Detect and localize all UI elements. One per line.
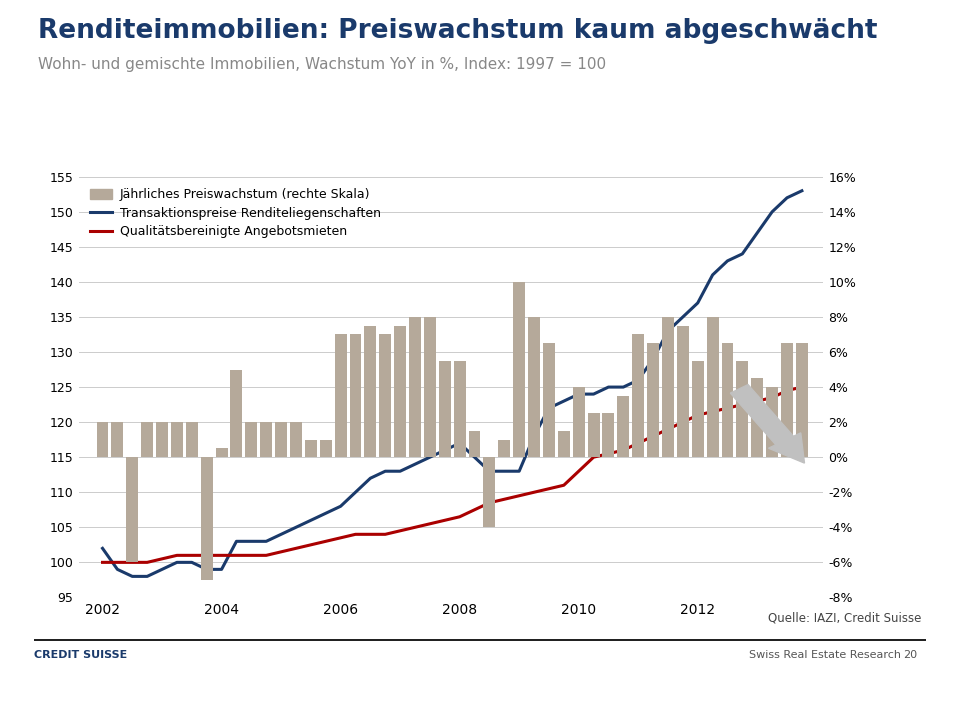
Bar bbox=[246, 422, 257, 457]
Bar bbox=[171, 422, 183, 457]
Bar bbox=[201, 457, 213, 580]
Text: Quelle: IAZI, Credit Suisse: Quelle: IAZI, Credit Suisse bbox=[768, 612, 922, 624]
Bar bbox=[722, 344, 733, 457]
Bar bbox=[409, 317, 421, 457]
Bar bbox=[498, 440, 511, 457]
Bar bbox=[395, 326, 406, 457]
Bar bbox=[379, 334, 392, 457]
Bar bbox=[276, 422, 287, 457]
Bar bbox=[573, 387, 585, 457]
Bar bbox=[111, 422, 124, 457]
Bar bbox=[514, 282, 525, 457]
Bar bbox=[543, 344, 555, 457]
Bar bbox=[528, 317, 540, 457]
Bar bbox=[320, 440, 332, 457]
Bar bbox=[603, 414, 614, 457]
Bar bbox=[677, 326, 689, 457]
Bar bbox=[290, 422, 302, 457]
Bar bbox=[468, 431, 481, 457]
Bar bbox=[692, 361, 704, 457]
Bar bbox=[141, 422, 154, 457]
Bar bbox=[127, 457, 138, 562]
Text: Renditeimmobilien: Preiswachstum kaum abgeschwächt: Renditeimmobilien: Preiswachstum kaum ab… bbox=[38, 18, 877, 44]
Bar bbox=[439, 361, 451, 457]
Bar bbox=[558, 431, 570, 457]
Bar bbox=[617, 396, 630, 457]
Bar bbox=[588, 414, 600, 457]
Bar bbox=[97, 422, 108, 457]
Bar bbox=[796, 344, 808, 457]
Bar bbox=[186, 422, 198, 457]
Text: 20: 20 bbox=[902, 650, 917, 660]
Bar bbox=[424, 317, 436, 457]
Bar bbox=[365, 326, 376, 457]
Text: Swiss Real Estate Research: Swiss Real Estate Research bbox=[749, 650, 900, 660]
Bar bbox=[454, 361, 466, 457]
Bar bbox=[752, 378, 763, 457]
Bar bbox=[736, 361, 749, 457]
Bar bbox=[230, 370, 243, 457]
Bar bbox=[260, 422, 273, 457]
Bar bbox=[633, 334, 644, 457]
Bar bbox=[647, 344, 660, 457]
Bar bbox=[156, 422, 168, 457]
Bar bbox=[484, 457, 495, 527]
Bar bbox=[216, 448, 228, 457]
Bar bbox=[305, 440, 317, 457]
Text: Wohn- und gemischte Immobilien, Wachstum YoY in %, Index: 1997 = 100: Wohn- und gemischte Immobilien, Wachstum… bbox=[38, 57, 607, 71]
Bar bbox=[662, 317, 674, 457]
Bar bbox=[349, 334, 362, 457]
Text: CREDIT SUISSE: CREDIT SUISSE bbox=[34, 650, 127, 660]
Bar bbox=[335, 334, 347, 457]
Bar bbox=[766, 387, 779, 457]
Bar bbox=[707, 317, 719, 457]
Legend: Jährliches Preiswachstum (rechte Skala), Transaktionspreise Renditeliegenschafte: Jährliches Preiswachstum (rechte Skala),… bbox=[85, 183, 386, 243]
Bar bbox=[781, 344, 793, 457]
